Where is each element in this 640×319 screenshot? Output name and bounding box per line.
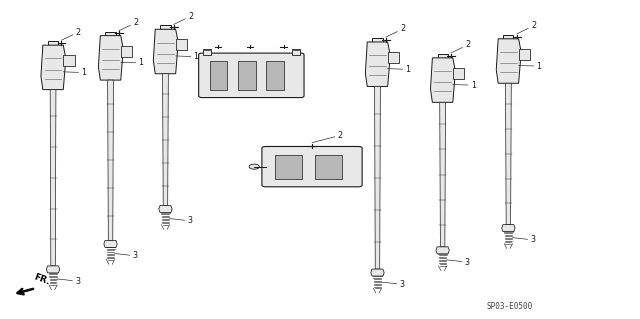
Polygon shape — [502, 225, 515, 232]
Text: 2: 2 — [173, 12, 193, 25]
Text: 3: 3 — [513, 235, 536, 244]
Polygon shape — [371, 269, 384, 276]
Polygon shape — [159, 205, 172, 212]
Text: 1: 1 — [121, 58, 143, 68]
Polygon shape — [365, 42, 390, 86]
Polygon shape — [163, 74, 168, 205]
Polygon shape — [104, 241, 117, 248]
Polygon shape — [154, 29, 178, 74]
Bar — [315, 155, 342, 179]
Text: 2: 2 — [386, 25, 405, 37]
Text: 2: 2 — [516, 21, 536, 34]
Polygon shape — [108, 80, 113, 241]
Polygon shape — [496, 39, 521, 83]
Bar — [175, 39, 187, 50]
Text: 3: 3 — [447, 258, 470, 267]
Bar — [121, 46, 132, 57]
Bar — [237, 61, 255, 90]
Polygon shape — [372, 38, 383, 42]
Polygon shape — [374, 86, 380, 269]
Text: 1: 1 — [175, 52, 198, 61]
Polygon shape — [436, 247, 449, 254]
FancyBboxPatch shape — [198, 53, 304, 98]
Text: 1: 1 — [63, 68, 86, 77]
Text: 2: 2 — [61, 28, 81, 40]
Text: FR.: FR. — [33, 273, 51, 287]
Polygon shape — [161, 26, 171, 29]
Bar — [203, 49, 211, 55]
Text: 3: 3 — [381, 280, 404, 289]
Polygon shape — [48, 41, 58, 45]
FancyBboxPatch shape — [262, 146, 362, 187]
Text: SP03-E0500: SP03-E0500 — [486, 302, 532, 311]
Text: 3: 3 — [57, 277, 80, 286]
Polygon shape — [431, 58, 456, 102]
Circle shape — [249, 164, 259, 169]
Text: 2: 2 — [312, 131, 342, 143]
Polygon shape — [99, 36, 124, 80]
Polygon shape — [438, 54, 448, 58]
Text: 1: 1 — [388, 65, 411, 74]
Bar — [453, 68, 465, 79]
Bar — [388, 52, 399, 63]
Bar — [63, 55, 75, 66]
Polygon shape — [106, 32, 116, 36]
Text: 1: 1 — [453, 81, 476, 90]
Text: 3: 3 — [170, 216, 193, 225]
Bar — [518, 49, 530, 60]
Bar — [292, 49, 300, 55]
Bar — [275, 155, 302, 179]
Polygon shape — [506, 83, 511, 225]
Text: 1: 1 — [518, 62, 541, 71]
Text: 3: 3 — [115, 251, 138, 260]
Bar — [266, 61, 284, 90]
Polygon shape — [440, 102, 445, 247]
Polygon shape — [46, 266, 60, 273]
Text: 2: 2 — [119, 18, 138, 31]
Polygon shape — [503, 35, 513, 39]
Bar — [209, 61, 227, 90]
Text: 2: 2 — [451, 40, 470, 53]
Polygon shape — [41, 45, 66, 90]
Polygon shape — [50, 90, 56, 266]
